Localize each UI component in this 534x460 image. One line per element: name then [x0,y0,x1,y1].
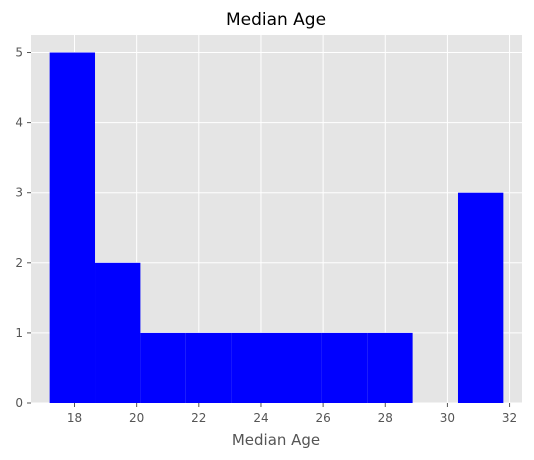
histogram-bar [276,332,322,403]
x-tick-label: 28 [378,411,393,425]
y-tick-label: 5 [15,46,23,60]
histogram-bar [49,52,96,404]
x-tick-label: 22 [191,411,206,425]
chart-title: Median Age [226,10,326,30]
y-tick-label: 4 [15,116,23,130]
x-tick-label: 30 [440,411,455,425]
histogram-bar [367,332,413,403]
y-tick-label: 0 [15,396,23,410]
histogram-bar [457,192,504,403]
x-tick-label: 18 [67,411,82,425]
x-axis-label: Median Age [232,431,320,449]
histogram-bar [185,332,232,403]
y-tick-label: 1 [15,326,23,340]
y-axis-ticks: 0 1 2 3 4 5 [15,46,31,410]
histogram-bar [95,262,141,403]
histogram-bar [231,332,277,403]
histogram-bar [321,332,368,403]
x-axis-ticks: 18 20 22 24 26 28 30 32 [67,403,517,425]
y-tick-label: 3 [15,186,23,200]
x-tick-label: 26 [315,411,330,425]
x-tick-label: 32 [502,411,517,425]
x-tick-label: 20 [129,411,144,425]
histogram-bars [49,52,504,404]
x-tick-label: 24 [253,411,268,425]
histogram-bar [140,332,186,403]
y-tick-label: 2 [15,256,23,270]
